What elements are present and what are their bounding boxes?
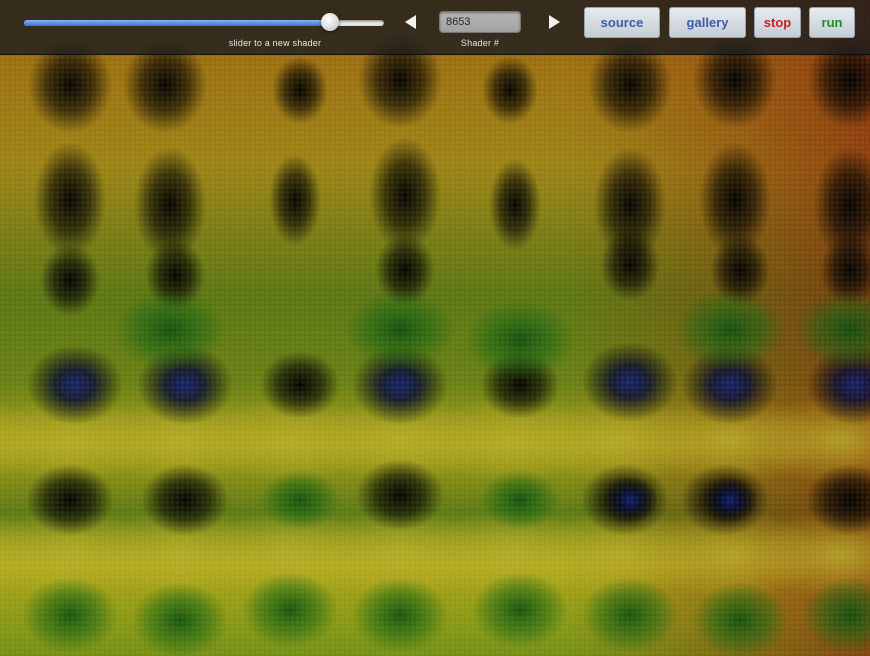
shader-number-caption: Shader # xyxy=(460,38,500,48)
next-shader-icon[interactable] xyxy=(545,12,563,32)
gallery-button[interactable]: gallery xyxy=(669,7,746,38)
slider-thumb[interactable] xyxy=(321,13,339,31)
toolbar: slider to a new shader Shader # source g… xyxy=(0,0,870,55)
previous-shader-icon[interactable] xyxy=(402,12,420,32)
source-button[interactable]: source xyxy=(584,7,660,38)
slider-fill xyxy=(24,20,330,26)
run-button[interactable]: run xyxy=(809,7,855,38)
shader-number-field[interactable] xyxy=(439,11,521,33)
slider-caption: slider to a new shader xyxy=(228,38,322,48)
shader-slider[interactable] xyxy=(24,13,384,33)
stop-button[interactable]: stop xyxy=(754,7,801,38)
